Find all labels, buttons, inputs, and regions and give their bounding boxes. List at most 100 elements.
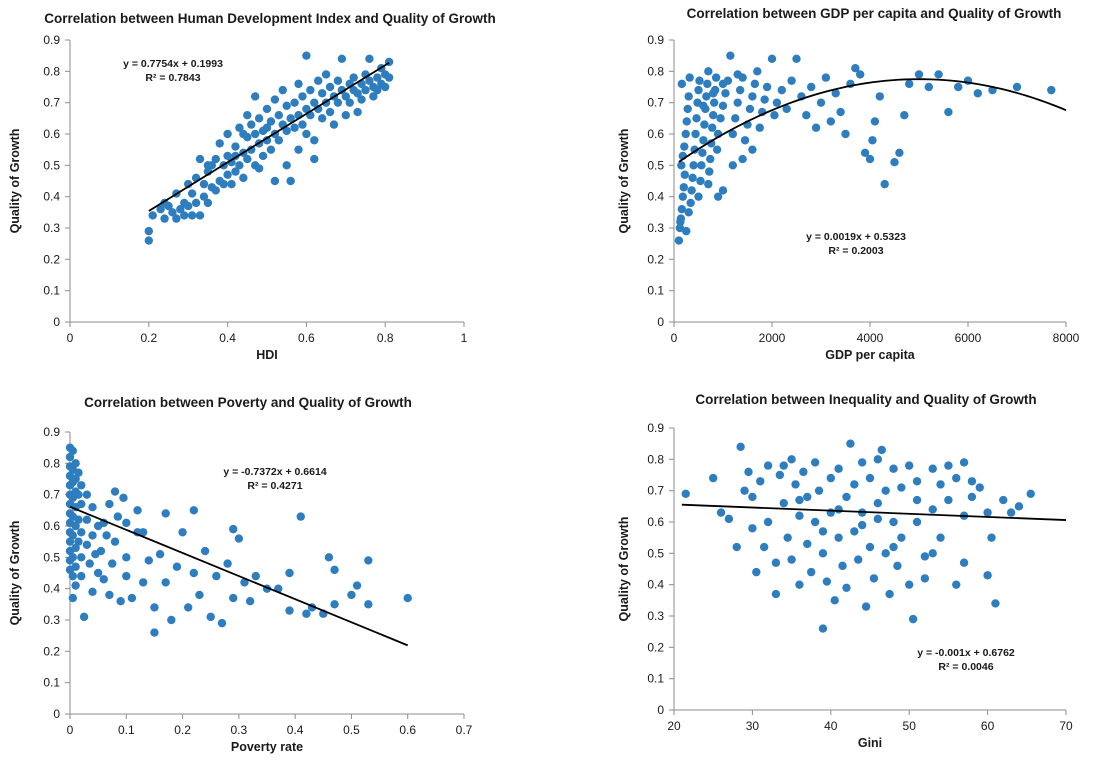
data-point [818,624,828,633]
data-point [298,120,307,129]
data-point [709,473,718,483]
data-point [841,129,850,139]
data-point [775,470,785,480]
data-point [262,123,272,132]
data-point [88,503,97,512]
x-axis-label: GDP per capita [825,348,915,362]
data-point [82,515,92,524]
data-point [65,537,75,546]
data-point [991,599,1000,608]
data-point [282,161,291,170]
data-point [881,549,890,558]
data-point [936,480,945,489]
data-point [333,76,343,85]
data-point [770,111,779,120]
data-point [195,590,204,600]
data-point [110,487,120,496]
data-point [357,95,366,104]
data-point [223,559,232,568]
data-point [777,85,786,95]
data-point [703,79,712,89]
data-point [726,51,735,60]
data-point [341,111,350,120]
data-point [983,508,992,517]
data-point [330,565,339,575]
data-point [71,581,80,590]
data-point [239,173,248,183]
data-point [133,506,142,515]
data-point [195,154,205,164]
data-point [691,129,700,139]
data-point [792,54,801,63]
data-point [791,480,800,489]
data-point [199,192,209,201]
data-point [206,612,215,622]
x-tick-label: 0.6 [298,331,315,345]
data-point [235,123,244,132]
data-point [733,70,742,79]
data-point [74,537,83,546]
y-tick-label: 0.6 [647,127,664,141]
data-point [709,89,718,98]
x-axis-label: HDI [256,348,278,362]
data-point [105,499,114,509]
data-point [229,524,238,534]
data-point [834,505,843,514]
data-point [944,107,953,117]
data-point [1006,508,1016,517]
data-point [708,123,717,132]
data-point [184,603,193,612]
data-point [306,85,315,95]
data-point [912,495,922,505]
y-tick-label: 0.1 [647,672,664,686]
x-tick-label: 0.2 [140,331,157,345]
data-point [868,136,877,145]
data-point [759,542,769,552]
x-tick-label: 0 [67,331,74,345]
data-point [967,492,977,502]
data-point [702,92,711,101]
data-point [85,559,94,568]
data-point [826,473,835,483]
data-point [836,107,845,117]
y-tick-label: 0 [657,315,664,329]
data-point [285,568,294,578]
data-point [189,506,199,515]
x-tick-label: 0.1 [118,723,135,737]
data-point [296,512,305,521]
data-point [753,67,762,76]
y-tick-label: 0.9 [647,33,664,47]
data-point [116,597,125,606]
data-point [294,145,303,154]
data-point [689,161,698,170]
data-point [373,73,382,82]
data-point [247,145,256,154]
data-point [826,117,835,126]
data-point [779,499,788,508]
data-point [247,120,256,129]
data-point [258,151,268,161]
y-tick-label: 0.9 [647,421,664,435]
data-point [732,542,741,552]
data-point [180,211,189,220]
data-point [967,477,977,486]
data-point [684,92,693,101]
data-point [851,63,860,73]
data-point [713,192,723,201]
x-tick-label: 40 [824,719,838,733]
data-point [71,459,80,468]
data-point [239,129,248,139]
data-point [699,101,708,111]
data-point [79,612,89,622]
data-point [707,139,716,148]
data-point [920,574,930,583]
y-axis-label: Quality of Growth [8,129,22,234]
data-point [803,492,812,502]
data-point [771,558,781,567]
data-point [352,581,362,590]
data-point [215,139,224,148]
data-point [718,79,728,89]
data-point [987,533,996,542]
data-point [310,98,319,107]
data-point [905,79,914,89]
